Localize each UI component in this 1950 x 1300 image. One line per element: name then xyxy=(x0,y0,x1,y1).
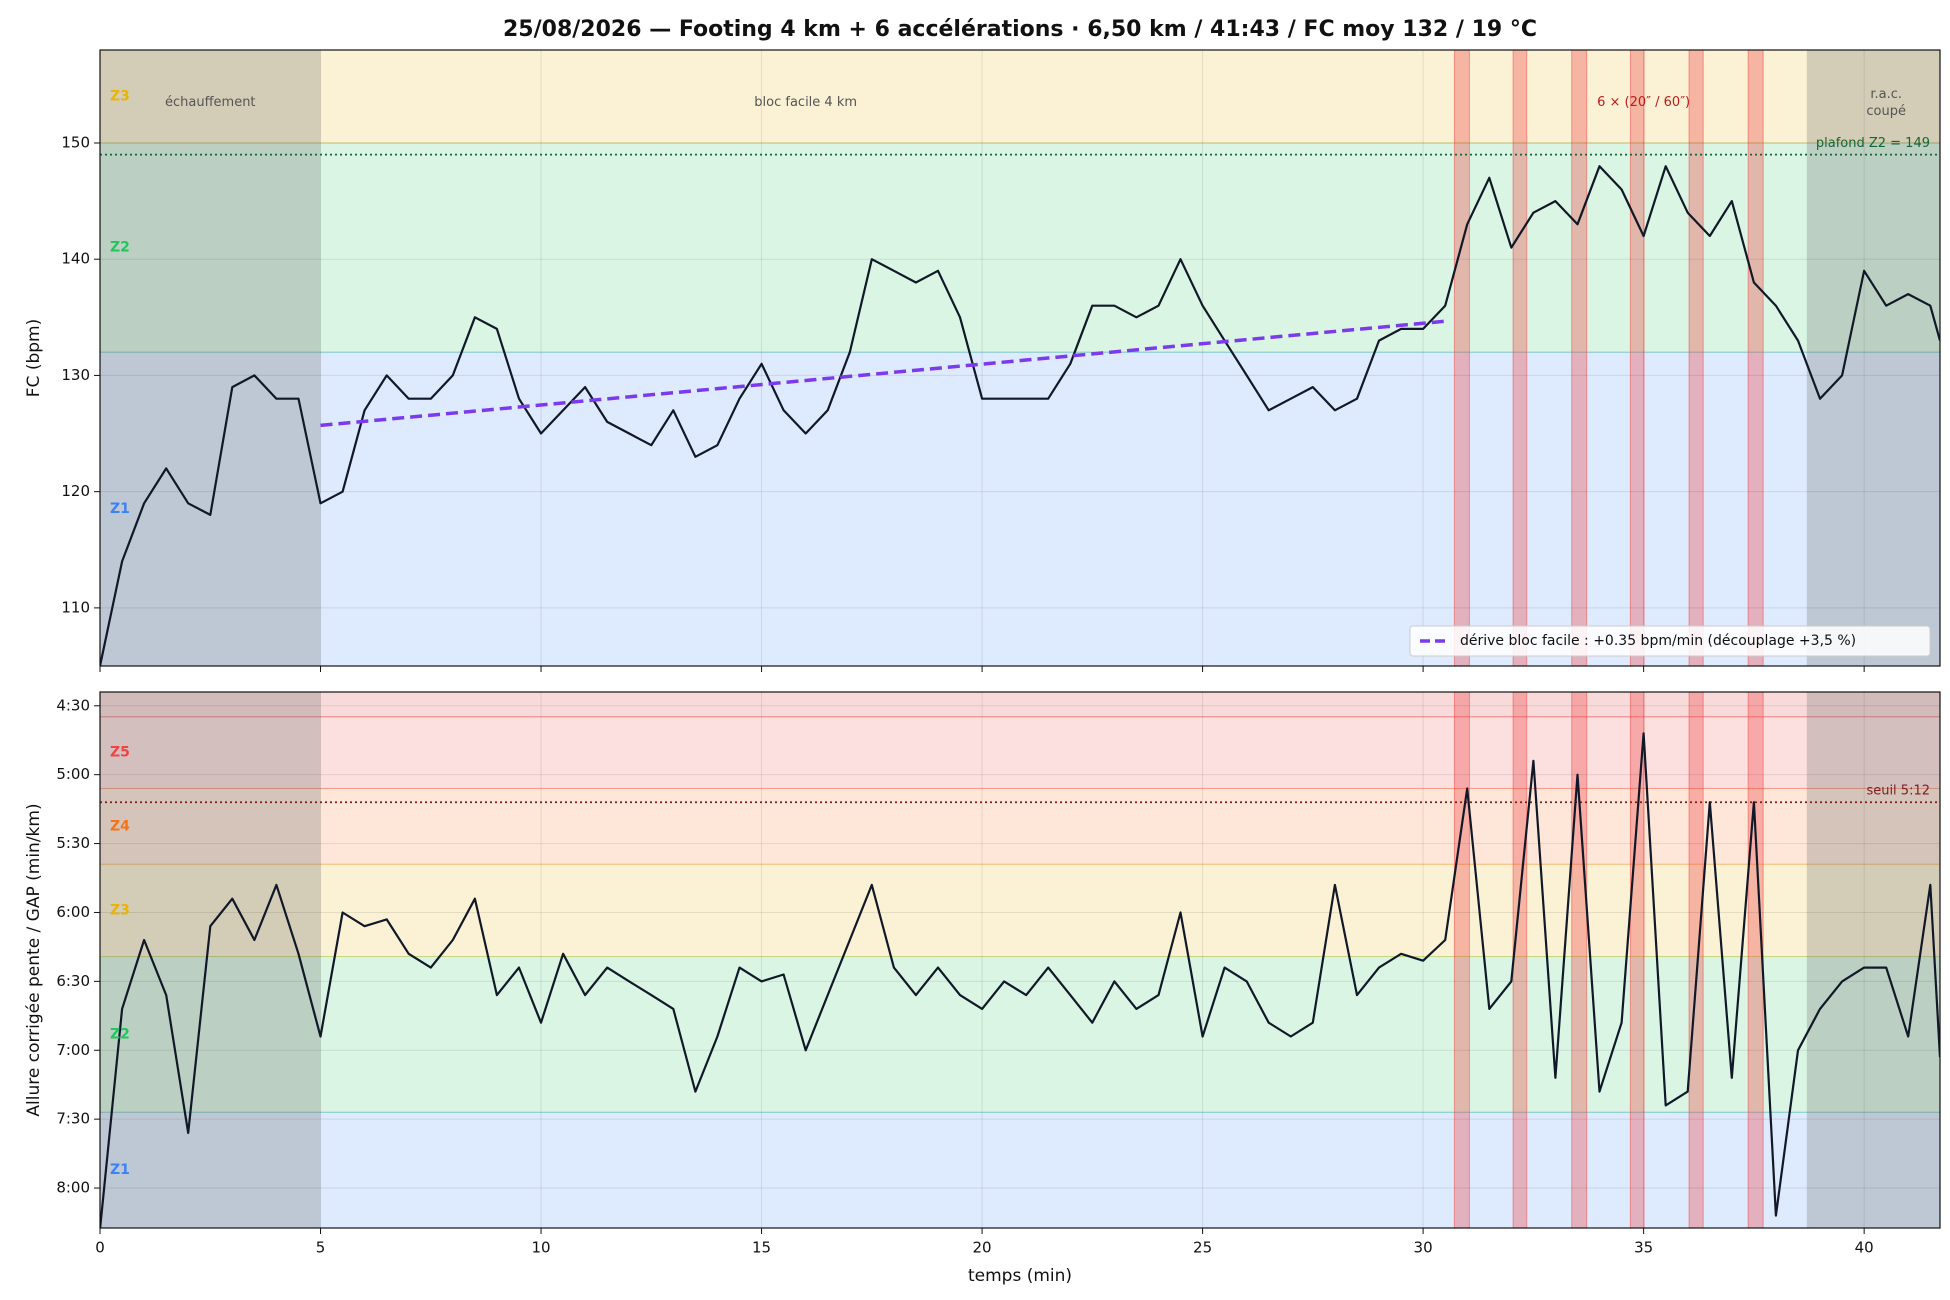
y-tick-label: 110 xyxy=(61,598,90,616)
y-tick-label: 5:00 xyxy=(56,765,90,783)
zone-band xyxy=(100,863,1940,958)
interval-band xyxy=(1629,692,1645,1228)
x-tick-label: 5 xyxy=(316,1239,326,1257)
zone-band xyxy=(100,716,1940,789)
trend-line xyxy=(320,319,1450,428)
y-tick-label: 4:30 xyxy=(56,696,90,714)
interval-band xyxy=(1453,692,1470,1228)
zone-label: Z2 xyxy=(110,240,130,256)
zone-label: Z3 xyxy=(110,88,130,104)
interval-band xyxy=(1747,692,1764,1228)
plot-area xyxy=(100,50,1940,666)
zone-label: Z2 xyxy=(110,1026,130,1042)
data-line xyxy=(100,732,1940,1228)
interval-band xyxy=(1629,50,1645,666)
zone-band xyxy=(100,142,1940,353)
interval-band xyxy=(1747,50,1764,666)
y-tick-label: 5:30 xyxy=(56,834,90,852)
annotation: 6 × (20″ / 60″) xyxy=(1597,95,1690,110)
interval-band xyxy=(1453,50,1470,666)
interval-band xyxy=(1688,50,1704,666)
interval-band xyxy=(1571,692,1588,1228)
x-tick-label: 20 xyxy=(973,1239,992,1257)
y-axis-label: Allure corrigée pente / GAP (min/km) xyxy=(24,803,44,1116)
y-tick-label: 6:00 xyxy=(56,903,90,921)
chart-title: 25/08/2026 — Footing 4 km + 6 accélérati… xyxy=(503,17,1537,42)
x-tick-label: 25 xyxy=(1193,1239,1212,1257)
zone-label: Z4 xyxy=(110,818,130,834)
y-tick-label: 130 xyxy=(61,366,90,384)
zone-label: Z3 xyxy=(110,902,130,918)
x-tick-label: 10 xyxy=(531,1239,550,1257)
interval-band xyxy=(1512,692,1528,1228)
zone-band xyxy=(100,1111,1940,1228)
zone-label: Z1 xyxy=(110,501,130,517)
annotation: échauffement xyxy=(165,95,256,110)
x-tick-label: 40 xyxy=(1855,1239,1874,1257)
phase-shade xyxy=(1806,692,1940,1228)
zone-label: Z5 xyxy=(110,745,130,761)
phase-shade xyxy=(100,50,321,666)
phase-shade xyxy=(1806,50,1940,666)
interval-band xyxy=(1512,50,1528,666)
axes-frame xyxy=(99,691,1941,1229)
annotation: coupé xyxy=(1866,104,1906,119)
legend-label: dérive bloc facile : +0.35 bpm/min (déco… xyxy=(1460,633,1856,649)
x-tick-label: 15 xyxy=(752,1239,771,1257)
axes-frame xyxy=(99,49,1941,667)
x-tick-label: 30 xyxy=(1414,1239,1433,1257)
reference-label: seuil 5:12 xyxy=(1866,784,1930,799)
legend-box xyxy=(1409,625,1931,657)
zone-band xyxy=(100,50,1940,144)
y-tick-label: 7:30 xyxy=(56,1110,90,1128)
reference-label: plafond Z2 = 149 xyxy=(1816,136,1930,151)
data-line xyxy=(100,165,1940,666)
zone-band xyxy=(100,787,1940,865)
zone-band xyxy=(100,956,1940,1113)
y-tick-label: 6:30 xyxy=(56,972,90,990)
plot-area xyxy=(100,692,1940,1228)
y-tick-label: 140 xyxy=(61,250,90,268)
interval-band xyxy=(1571,50,1588,666)
y-tick-label: 120 xyxy=(61,482,90,500)
y-axis-label: FC (bpm) xyxy=(24,319,44,397)
y-tick-label: 8:00 xyxy=(56,1179,90,1197)
annotation: r.a.c. xyxy=(1870,87,1902,102)
y-tick-label: 7:00 xyxy=(56,1041,90,1059)
y-tick-label: 150 xyxy=(61,133,90,151)
zone-label: Z1 xyxy=(110,1162,130,1178)
x-tick-label: 0 xyxy=(95,1239,105,1257)
zone-band xyxy=(100,692,1940,718)
zone-band xyxy=(100,351,1940,666)
x-axis-label: temps (min) xyxy=(968,1266,1072,1286)
annotation: bloc facile 4 km xyxy=(754,95,857,110)
interval-band xyxy=(1688,692,1704,1228)
phase-shade xyxy=(100,692,321,1228)
x-tick-label: 35 xyxy=(1634,1239,1653,1257)
